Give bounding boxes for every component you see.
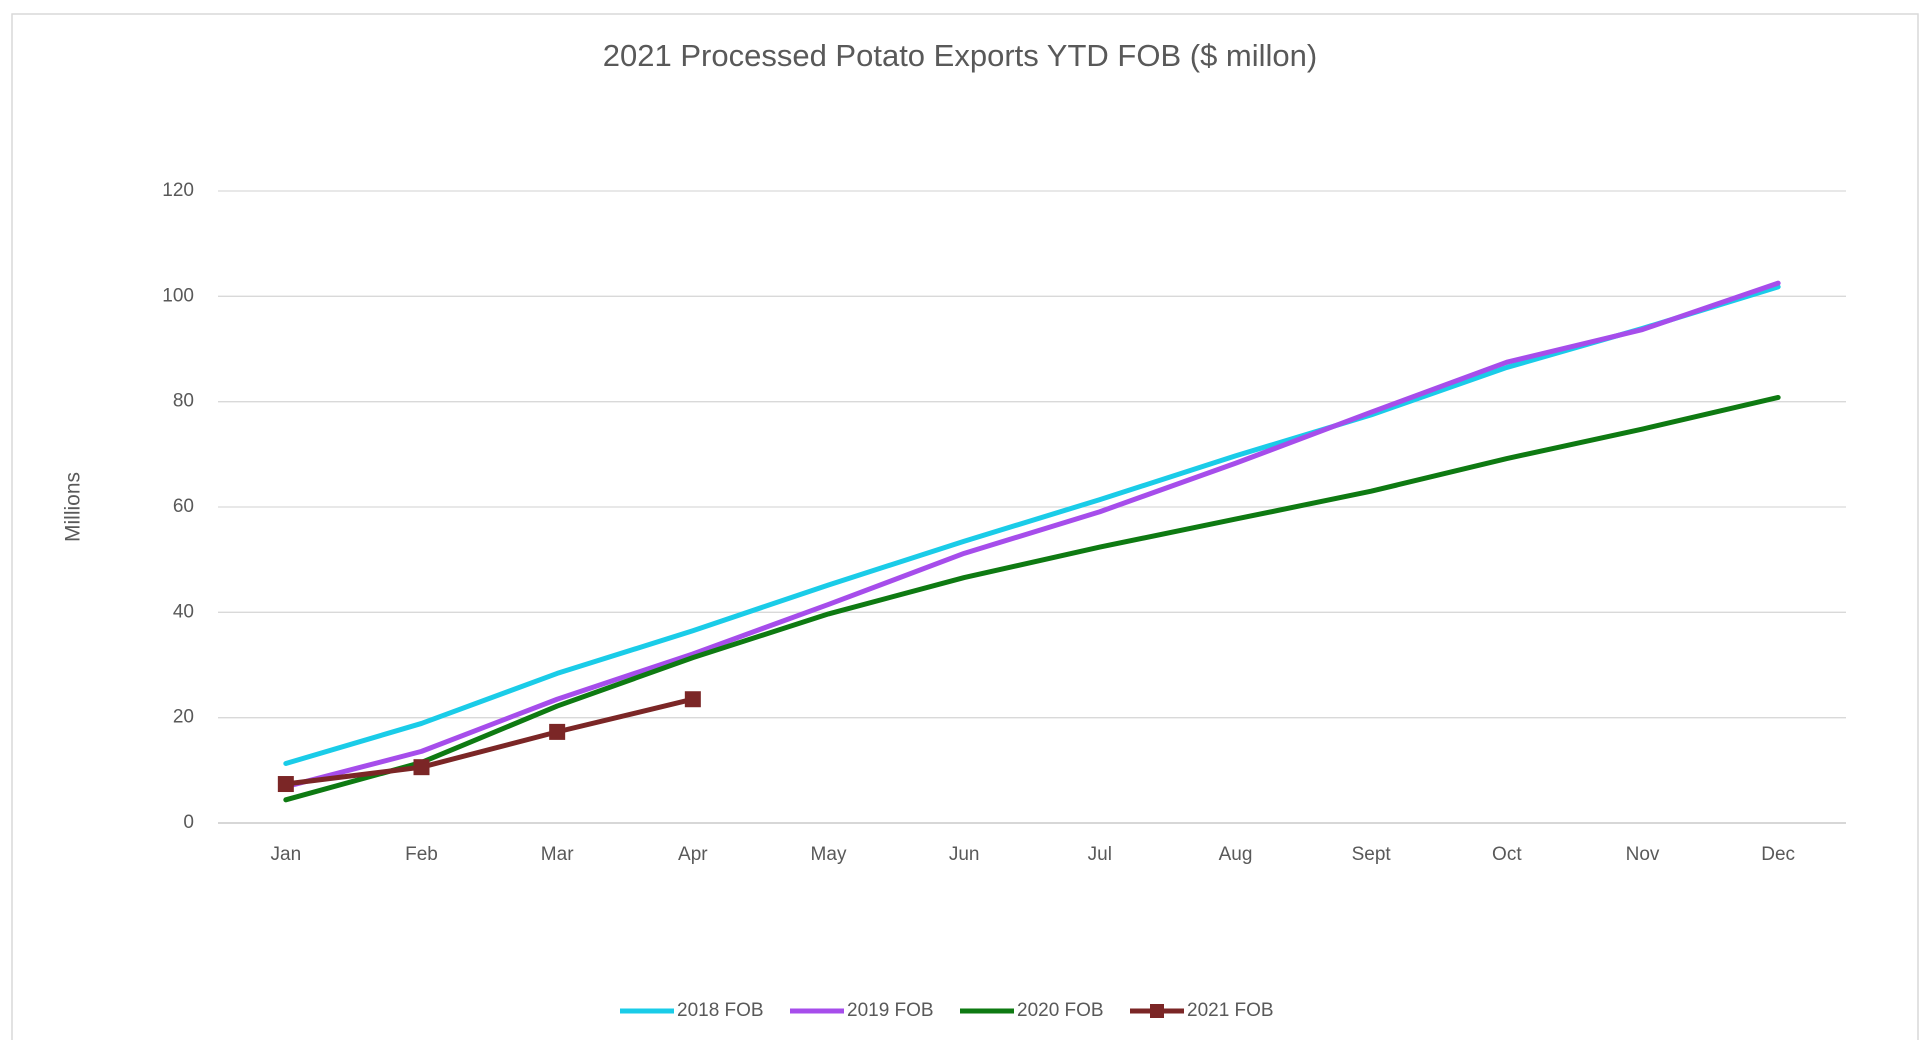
data-point (549, 723, 566, 740)
x-tick-label: Jan (271, 844, 302, 865)
x-tick-label: May (811, 844, 847, 865)
x-tick-label: Oct (1492, 844, 1522, 865)
series-line (283, 280, 1781, 790)
x-tick-label: Nov (1626, 844, 1660, 865)
data-point (413, 759, 430, 776)
y-tick-label: 80 (173, 391, 194, 412)
y-tick-label: 20 (173, 707, 194, 728)
y-tick-label: 100 (162, 285, 194, 306)
series-line (283, 696, 696, 787)
x-tick-label: Sept (1352, 844, 1392, 865)
data-point (684, 691, 701, 708)
x-tick-label: Apr (678, 844, 708, 865)
y-tick-label: 120 (162, 180, 194, 201)
legend-label: 2020 FOB (1017, 1000, 1104, 1021)
x-tick-label: Dec (1761, 844, 1795, 865)
legend-marker (1150, 1004, 1164, 1018)
y-tick-label: 0 (183, 812, 194, 833)
legend-label: 2018 FOB (677, 1000, 764, 1021)
series-line (283, 394, 1781, 803)
y-tick-label: 60 (173, 496, 194, 517)
x-tick-label: Feb (405, 844, 438, 865)
series-line (283, 284, 1781, 766)
chart-border (11, 13, 1919, 1040)
data-point (277, 776, 294, 793)
x-tick-label: Jun (949, 844, 980, 865)
legend-label: 2019 FOB (847, 1000, 934, 1021)
y-tick-label: 40 (173, 601, 194, 622)
x-tick-label: Jul (1088, 844, 1112, 865)
legend-label: 2021 FOB (1187, 1000, 1274, 1021)
x-tick-label: Mar (541, 844, 574, 865)
y-axis-label: Millions (62, 472, 85, 542)
x-tick-label: Aug (1219, 844, 1253, 865)
chart-title: 2021 Processed Potato Exports YTD FOB ($… (603, 38, 1317, 73)
